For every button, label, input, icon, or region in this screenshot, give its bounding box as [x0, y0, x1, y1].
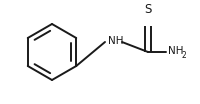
- Text: NH: NH: [168, 46, 184, 56]
- Text: NH: NH: [108, 36, 124, 46]
- Text: 2: 2: [182, 51, 187, 61]
- Text: S: S: [144, 3, 152, 16]
